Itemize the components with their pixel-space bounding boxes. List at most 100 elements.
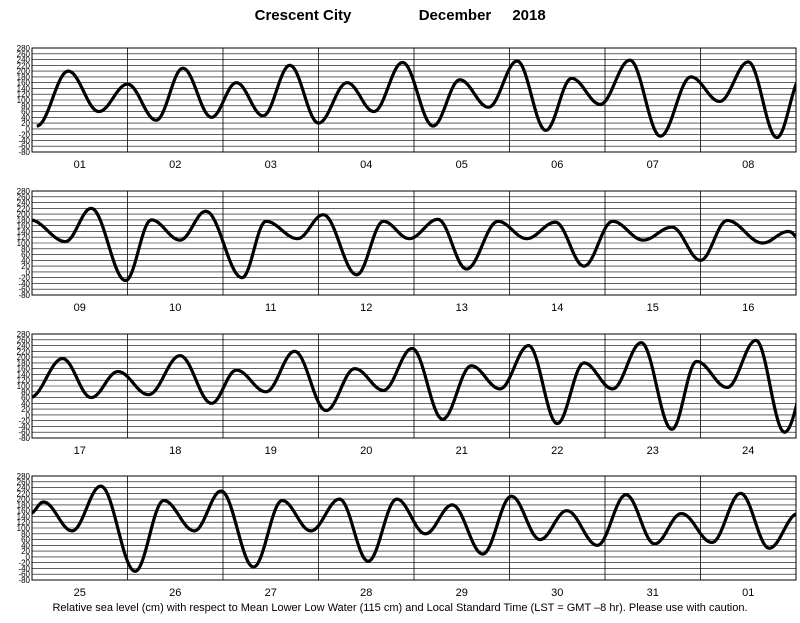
day-label: 18 (169, 445, 181, 457)
y-tick-label: 260 (17, 478, 31, 487)
day-label: 13 (456, 302, 468, 314)
y-tick-label: 200 (17, 67, 31, 76)
day-label: 03 (265, 159, 277, 171)
panel-frame (31, 47, 797, 153)
y-tick-label: 240 (17, 342, 31, 351)
day-label: 30 (551, 587, 563, 599)
y-tick-label: 280 (17, 187, 31, 196)
chart-title-month: December (419, 7, 492, 24)
y-tick-label: 180 (17, 359, 31, 368)
y-tick-label: 140 (17, 370, 31, 379)
day-label: 22 (551, 445, 563, 457)
day-label: 12 (360, 302, 372, 314)
y-tick-label: 160 (17, 79, 31, 88)
panels-layer: 280260240220200180160140120100806040200-… (17, 44, 797, 599)
tide-panel: 280260240220200180160140120100806040200-… (17, 187, 797, 314)
y-tick-label: 40 (21, 399, 30, 408)
y-tick-label: -80 (18, 576, 30, 585)
y-tick-label: 60 (21, 108, 30, 117)
y-tick-label: 120 (17, 376, 31, 385)
day-label: 08 (742, 159, 754, 171)
panel-frame (31, 475, 797, 581)
y-tick-label: 80 (21, 245, 30, 254)
tide-curve (32, 338, 796, 434)
day-label: 04 (360, 159, 372, 171)
y-tick-label: 120 (17, 233, 31, 242)
tide-curve (32, 484, 796, 573)
chart-title-year: 2018 (512, 7, 545, 24)
y-tick-label: 40 (21, 541, 30, 550)
y-tick-label: -60 (18, 142, 30, 151)
y-tick-label: 80 (21, 102, 30, 111)
chart-footnote: Relative sea level (cm) with respect to … (52, 602, 747, 614)
y-tick-label: 260 (17, 193, 31, 202)
day-label: 28 (360, 587, 372, 599)
y-tick-label: 280 (17, 44, 31, 53)
day-label: 27 (265, 587, 277, 599)
day-label: 17 (74, 445, 86, 457)
y-tick-label: 160 (17, 507, 31, 516)
day-label: 23 (647, 445, 659, 457)
y-tick-label: 220 (17, 204, 31, 213)
y-tick-label: 60 (21, 394, 30, 403)
y-tick-label: -40 (18, 564, 30, 573)
y-tick-label: 220 (17, 347, 31, 356)
day-label: 15 (647, 302, 659, 314)
day-label: 26 (169, 587, 181, 599)
y-tick-label: 20 (21, 547, 30, 556)
y-tick-label: 80 (21, 388, 30, 397)
y-tick-label: -20 (18, 417, 30, 426)
panel-frame (31, 333, 797, 439)
chart-title-location: Crescent City (255, 7, 352, 24)
day-label: 07 (647, 159, 659, 171)
y-tick-label: 200 (17, 353, 31, 362)
y-tick-label: 20 (21, 405, 30, 414)
y-tick-label: 260 (17, 50, 31, 59)
y-tick-label: -80 (18, 434, 30, 443)
y-tick-label: 240 (17, 56, 31, 65)
y-tick-label: 0 (26, 553, 31, 562)
y-tick-label: 280 (17, 330, 31, 339)
day-label: 05 (456, 159, 468, 171)
y-tick-label: -20 (18, 131, 30, 140)
y-tick-label: -60 (18, 428, 30, 437)
y-tick-label: 120 (17, 518, 31, 527)
y-tick-label: -80 (18, 148, 30, 157)
y-tick-label: -20 (18, 559, 30, 568)
y-tick-label: 140 (17, 512, 31, 521)
y-tick-label: 20 (21, 262, 30, 271)
y-tick-label: 40 (21, 256, 30, 265)
y-tick-label: 120 (17, 90, 31, 99)
day-label: 09 (74, 302, 86, 314)
y-tick-label: 280 (17, 472, 31, 481)
y-tick-label: -40 (18, 279, 30, 288)
y-tick-label: 60 (21, 536, 30, 545)
y-tick-label: 260 (17, 336, 31, 345)
y-tick-label: -60 (18, 285, 30, 294)
y-tick-label: 0 (26, 411, 31, 420)
y-tick-label: 80 (21, 530, 30, 539)
y-tick-label: -80 (18, 291, 30, 300)
day-label: 24 (742, 445, 754, 457)
y-tick-label: 140 (17, 84, 31, 93)
y-tick-label: -40 (18, 422, 30, 431)
day-label: 11 (265, 302, 276, 314)
day-label: 31 (647, 587, 659, 599)
y-tick-label: 40 (21, 113, 30, 122)
tide-panel: 280260240220200180160140120100806040200-… (17, 330, 797, 457)
y-tick-label: 180 (17, 216, 31, 225)
y-tick-label: 0 (26, 268, 31, 277)
y-tick-label: 100 (17, 239, 31, 248)
tide-curve (32, 206, 796, 283)
y-tick-label: 220 (17, 489, 31, 498)
day-label: 19 (265, 445, 277, 457)
y-tick-label: 160 (17, 222, 31, 231)
y-tick-label: 100 (17, 96, 31, 105)
y-tick-label: 200 (17, 210, 31, 219)
y-tick-label: 180 (17, 501, 31, 510)
y-tick-label: 20 (21, 119, 30, 128)
y-tick-label: 140 (17, 227, 31, 236)
y-tick-label: 0 (26, 125, 31, 134)
tide-panel: 280260240220200180160140120100806040200-… (17, 472, 797, 599)
